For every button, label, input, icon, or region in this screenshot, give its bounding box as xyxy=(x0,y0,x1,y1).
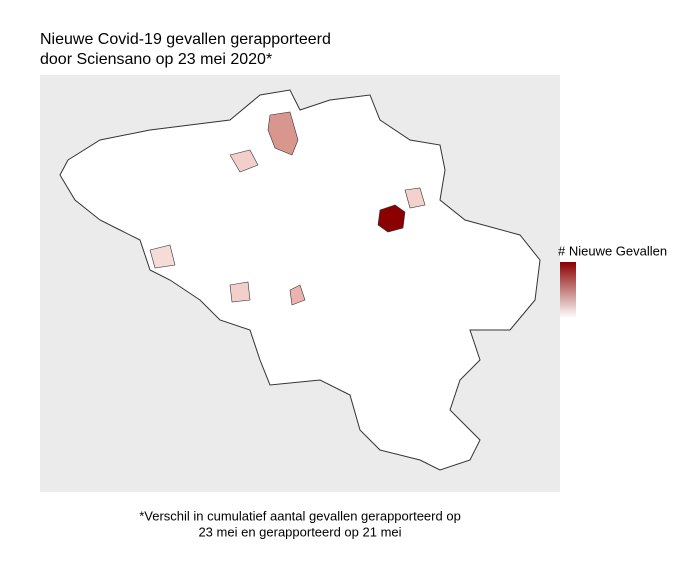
caption-line: *Verschil in cumulatief aantal gevallen … xyxy=(139,508,461,523)
country-outline xyxy=(59,89,541,471)
caption-line: 23 mei en gerapporteerd op 21 mei xyxy=(198,524,401,539)
region xyxy=(377,204,406,233)
legend-title: # Nieuwe Gevallen xyxy=(558,243,667,258)
map xyxy=(59,89,541,471)
region xyxy=(229,281,251,303)
title-line: Nieuwe Covid-19 gevallen gerapporteerd xyxy=(40,31,331,48)
title-line: door Sciensano op 23 mei 2020* xyxy=(40,51,272,68)
region xyxy=(229,149,259,173)
region xyxy=(267,111,299,156)
colorbar xyxy=(560,262,576,318)
region xyxy=(149,244,176,269)
region xyxy=(404,187,426,209)
region xyxy=(289,284,306,306)
